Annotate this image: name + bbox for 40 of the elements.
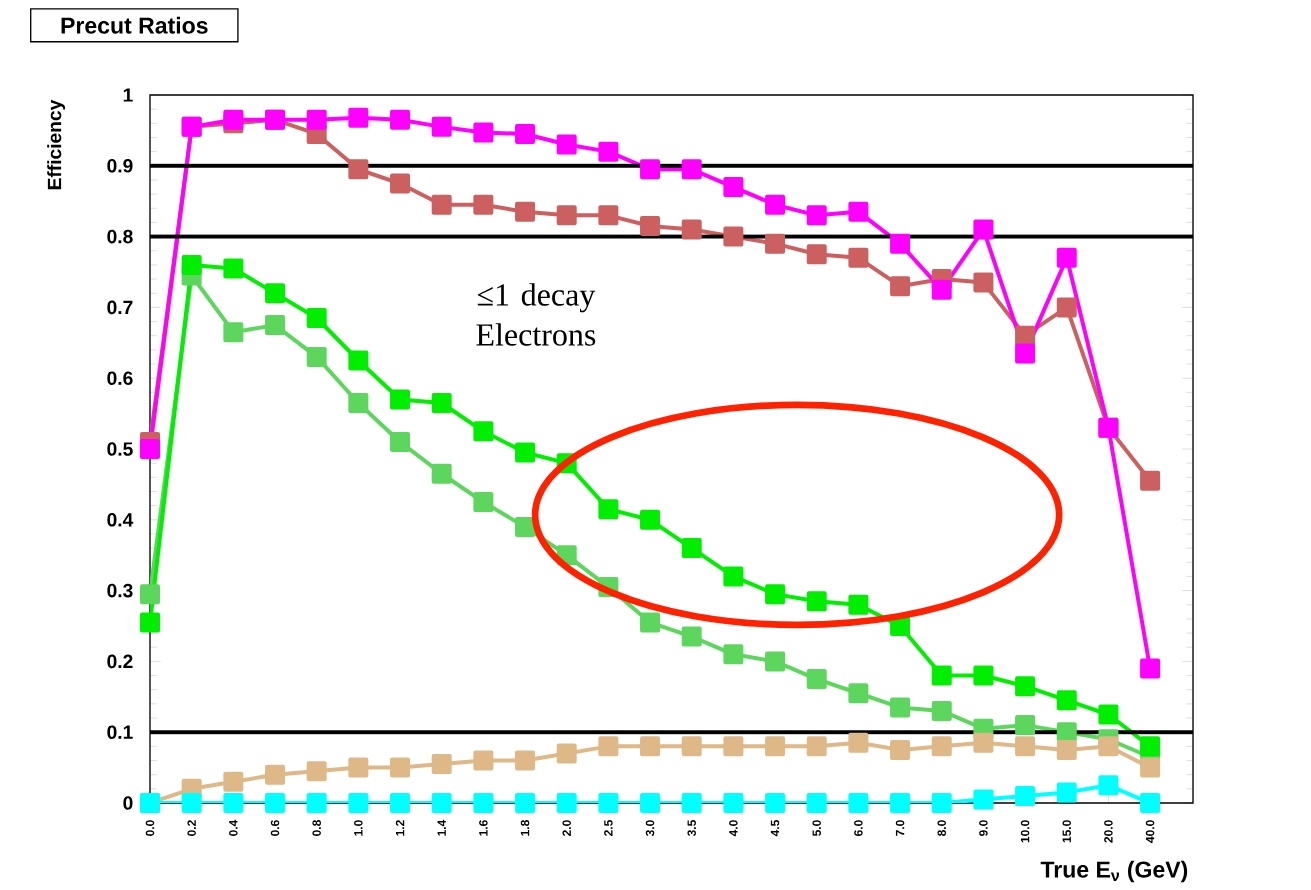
x-tick-label: 0.4 [229,819,238,836]
x-tick-label: 7.0 [895,820,905,836]
x-tick-label: 3.0 [645,820,655,837]
y-tick-label: 0.1 [107,725,133,739]
y-tick-label: 1 [123,88,133,102]
x-tick-label: 5.0 [812,820,821,837]
x-tick-label: 0.8 [312,820,321,836]
x-tick-label: 8.0 [937,820,946,837]
x-tick-label: 1.4 [437,819,446,836]
y-tick-label: 0.9 [107,159,133,173]
x-tick-label: 1.0 [354,820,363,836]
x-tick-label: 9.0 [979,820,988,836]
y-tick-label: 0.2 [107,654,133,669]
x-tick-label: 1.8 [520,820,530,836]
x-tick-label: 2.0 [562,820,571,836]
chart-title: Precut Ratios [61,16,208,34]
x-tick-label: 0.6 [270,820,280,836]
y-tick-label: 0 [123,796,133,810]
annotation: ≤1 decay Electrons [476,283,596,346]
x-tick-label: 40.0 [1145,820,1155,843]
y-tick-label: 0.3 [107,583,133,598]
x-tick-label: 4.5 [770,820,780,837]
x-tick-label: 15.0 [1062,820,1071,843]
x-tick-label: 2.5 [604,820,613,836]
x-tick-label: 10.0 [1020,820,1030,843]
y-tick-label: 0.7 [107,300,133,315]
x-tick-label: 4.0 [729,820,738,837]
y-tick-label: 0.6 [107,371,133,385]
x-tick-label: 6.0 [854,820,863,836]
x-tick-label: 1.2 [395,820,405,836]
x-tick-label: 1.6 [479,820,488,836]
y-axis-title: Efficiency [47,99,66,190]
y-tick-label: 0.8 [107,229,133,244]
x-tick-label: 3.5 [687,820,696,837]
x-tick-label: 20.0 [1104,820,1113,843]
x-tick-label: 0.0 [145,820,155,836]
x-tick-label: 0.2 [187,820,196,836]
y-tick-label: 0.4 [107,513,134,527]
x-axis-title: True E$_{ν}$ (GeV) [1040,860,1188,883]
y-tick-label: 0.5 [107,442,133,456]
